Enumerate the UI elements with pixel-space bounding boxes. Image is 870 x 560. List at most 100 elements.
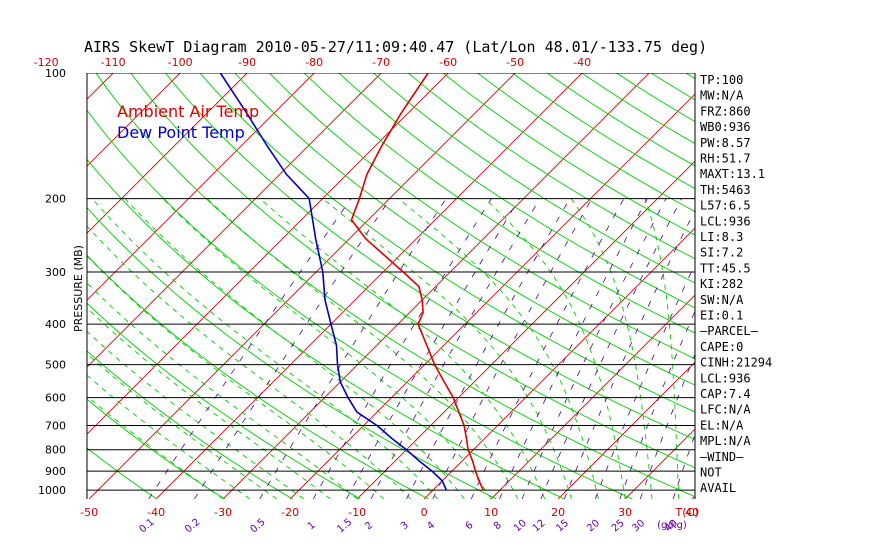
mixing-ratio-tick-label: 6 [464, 520, 476, 533]
pressure-tick-label: 300 [45, 266, 66, 279]
moist-adiabat [322, 198, 573, 499]
dry-adiabat [87, 158, 565, 499]
moist-adiabat [644, 198, 680, 499]
moist-adiabat [484, 198, 626, 499]
isotherm [87, 73, 449, 435]
moist-adiabat [87, 282, 358, 499]
dry-adiabat [87, 254, 429, 499]
pressure-tick-label: 200 [45, 193, 66, 206]
pressure-tick-label: 700 [45, 420, 66, 433]
stat-line: TH:5463 [700, 183, 751, 197]
dry-adiabat [130, 73, 695, 469]
dry-adiabat [199, 73, 695, 413]
dew-point-temp-line [219, 73, 448, 491]
dry-adiabat [338, 73, 695, 309]
mixing-ratio-tick-label: 2 [363, 520, 375, 533]
isotherm [423, 227, 695, 499]
pressure-tick-label: 600 [45, 392, 66, 405]
mixing-ratio-tick-label: 20 [585, 518, 602, 535]
bottom-temp-tick-label: 30 [618, 506, 632, 519]
moist-adiabat [570, 198, 653, 499]
top-temp-tick-label: -120 [34, 56, 59, 69]
isotherm [557, 361, 695, 499]
mixing-ratio-tick-label: 0.1 [137, 517, 156, 536]
y-axis-label: PRESSURE (MB) [72, 245, 85, 332]
isotherm [490, 294, 695, 499]
stat-line: TT:45.5 [700, 261, 751, 275]
dry-adiabat [87, 447, 157, 499]
mixing-ratio-line [148, 198, 352, 499]
dry-adiabat [859, 73, 870, 499]
mixing-ratio-line [540, 198, 682, 499]
mixing-ratio-tick-label: 1.5 [335, 517, 354, 536]
top-temp-tick-label: -50 [506, 56, 524, 69]
dry-adiabat [87, 109, 633, 499]
mixing-ratio-tick-label: 10 [512, 518, 529, 535]
stat-line: SW:N/A [700, 293, 744, 307]
isotherm [0, 73, 46, 499]
dry-adiabat [477, 73, 695, 213]
moist-adiabat [124, 198, 465, 499]
mixing-ratio-line [194, 198, 391, 499]
stat-line: CAPE:0 [700, 340, 743, 354]
top-temp-tick-label: -90 [238, 56, 256, 69]
stat-line: LI:8.3 [700, 230, 743, 244]
bottom-temp-tick-label: 10 [484, 506, 498, 519]
isotherm [87, 73, 114, 100]
stat-line: RH:51.7 [700, 152, 751, 166]
top-temp-tick-label: -60 [439, 56, 457, 69]
top-temperature-ticks: -120 -110 -100 -90 -80 -70 -60 -50 -40 [34, 56, 591, 69]
pressure-ticks: 100 200 300 400 500 600 700 800 900 1000 [38, 67, 66, 497]
mixing-ratio-line [406, 198, 571, 499]
mixing-ratio-tick-label: 3 [399, 520, 411, 533]
stat-line: KI:282 [700, 277, 743, 291]
dry-adiabat [87, 350, 293, 499]
mixing-ratio-line [259, 198, 447, 499]
pressure-tick-label: 400 [45, 318, 66, 331]
pressure-tick-label: 900 [45, 465, 66, 478]
isobars [87, 73, 695, 491]
stat-line: NOT [700, 466, 722, 480]
dry-adiabats [87, 73, 870, 499]
dry-adiabat [790, 73, 870, 499]
stat-line: CAP:7.4 [700, 387, 751, 401]
bottom-temp-tick-label: 0 [421, 506, 428, 519]
dry-adiabat [303, 73, 695, 334]
isotherm [87, 73, 382, 368]
stat-line: AVAIL [700, 481, 736, 495]
pressure-tick-label: 500 [45, 359, 66, 372]
bottom-temp-tick-label: -50 [80, 506, 98, 519]
moist-adiabat [206, 198, 519, 499]
moist-adiabat [87, 255, 385, 499]
dry-adiabat [825, 73, 870, 499]
moist-adiabat [87, 395, 224, 499]
mixing-ratio-tick-label: 0.5 [248, 517, 267, 536]
stat-line: EI:0.1 [700, 309, 743, 323]
mixing-ratio-tick-label: 12 [531, 518, 548, 535]
mixing-ratio-line [370, 198, 541, 499]
plot-area [0, 73, 870, 499]
mixing-ratio-line [470, 198, 625, 499]
isotherm [289, 93, 695, 499]
dry-adiabat [87, 206, 497, 499]
pressure-tick-label: 1000 [38, 484, 66, 497]
isotherm [155, 73, 583, 499]
moist-adiabat [91, 198, 438, 499]
chart-title: AIRS SkewT Diagram 2010-05-27/11:09:40.4… [84, 38, 707, 56]
profiles [219, 73, 485, 491]
bottom-temp-tick-label: -10 [348, 506, 366, 519]
top-temp-tick-label: -110 [101, 56, 126, 69]
bottom-temperature-ticks: -50 -40 -30 -20 -10 0 10 20 30 40T(C) [80, 506, 699, 519]
moist-adiabats [87, 198, 680, 499]
dry-adiabat [95, 73, 695, 498]
dry-adiabat [512, 73, 695, 190]
stat-line: MAXT:13.1 [700, 167, 765, 181]
top-temp-tick-label: -70 [372, 56, 390, 69]
isotherm [87, 73, 315, 301]
dry-adiabat [407, 73, 695, 260]
dry-adiabat [755, 73, 870, 499]
bottom-temp-tick-label: 40 [685, 506, 699, 519]
bottom-temp-tick-label: -20 [281, 506, 299, 519]
ambient-air-temp-line [350, 73, 485, 491]
